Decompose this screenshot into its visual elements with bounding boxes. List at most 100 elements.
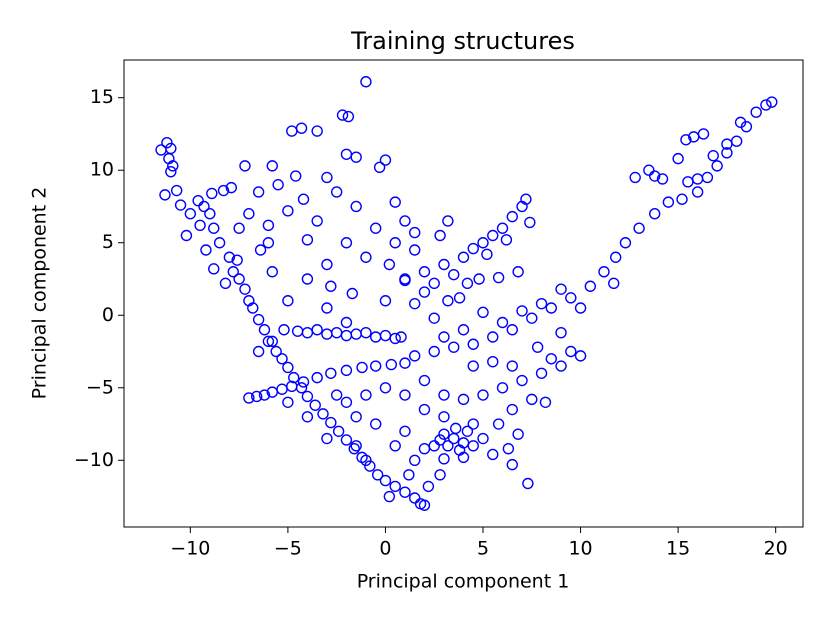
point [502,442,515,455]
point [219,277,232,290]
point [438,258,450,271]
point [434,469,446,481]
point [414,498,427,510]
point [350,440,362,452]
point [325,416,337,429]
point [555,326,567,339]
point [691,186,704,198]
point [399,486,411,498]
point [360,251,372,263]
point [288,371,300,384]
point [389,237,401,249]
point [379,154,392,166]
chart-title: Training structures [350,27,575,55]
point [311,125,323,137]
point [434,434,446,446]
point [297,376,310,388]
point [438,453,450,465]
point [161,136,173,149]
point [247,302,259,314]
point [254,244,267,256]
point [206,187,218,200]
point [707,150,719,162]
point [526,393,538,406]
point [649,170,661,182]
point [609,251,622,263]
y-tick-label: −5 [86,376,114,398]
point [496,316,509,329]
point [711,160,723,172]
point [389,440,401,452]
point [194,219,206,232]
point [252,186,265,198]
point [516,374,528,387]
point [174,199,187,211]
x-tick-label: 0 [379,538,391,560]
point [383,258,396,271]
point [409,226,421,239]
point [198,200,210,213]
point [434,229,446,242]
point [395,331,407,343]
point [311,215,323,227]
point [270,345,282,358]
point [418,286,431,298]
point [336,109,349,121]
point [522,477,534,490]
point [262,237,275,249]
point [350,200,362,213]
point [574,302,587,314]
point [682,176,694,188]
point [165,165,177,178]
point [258,389,271,401]
point [409,244,421,256]
point [442,295,454,307]
point [680,134,692,146]
point [448,341,460,353]
point [643,164,655,176]
point [555,283,567,295]
y-tick-label: 15 [90,86,114,108]
point [342,110,355,123]
point [252,345,265,358]
point [438,428,450,440]
point [309,399,321,411]
point [258,324,271,336]
point [734,116,747,129]
point [399,215,411,227]
point [233,273,245,285]
point [286,380,298,393]
point [766,96,778,108]
point [467,418,479,430]
point [321,171,333,184]
y-tick-label: 5 [102,231,114,253]
point [608,277,620,290]
point [487,331,499,343]
point [506,210,518,223]
point [340,434,353,446]
x-tick-label: 15 [666,538,690,560]
point [278,324,290,336]
point [233,222,245,234]
point [676,193,688,205]
point [383,490,396,503]
point [526,312,538,324]
point [453,292,466,304]
point [252,313,265,326]
point [584,280,597,292]
point [204,208,216,220]
point [422,480,435,493]
point [457,251,470,263]
point [531,341,544,353]
point [282,396,294,408]
point [418,374,431,387]
point [385,358,398,371]
point [448,268,460,281]
point [301,390,314,403]
point [360,326,372,339]
point [487,448,499,461]
point [477,237,489,249]
point [457,324,470,336]
point [496,382,509,394]
